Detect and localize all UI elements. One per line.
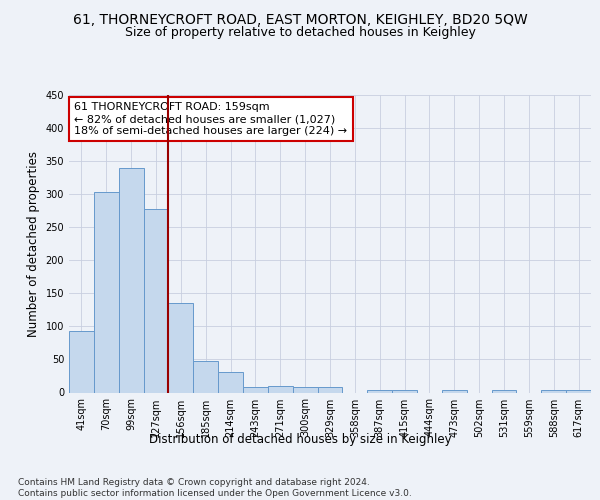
Y-axis label: Number of detached properties: Number of detached properties — [27, 151, 40, 337]
Bar — [442, 390, 467, 392]
Bar — [218, 372, 243, 392]
Text: Size of property relative to detached houses in Keighley: Size of property relative to detached ho… — [125, 26, 475, 39]
Bar — [169, 303, 193, 392]
Bar — [293, 387, 317, 392]
Bar — [541, 390, 566, 392]
Bar — [367, 390, 392, 392]
Text: 61, THORNEYCROFT ROAD, EAST MORTON, KEIGHLEY, BD20 5QW: 61, THORNEYCROFT ROAD, EAST MORTON, KEIG… — [73, 12, 527, 26]
Bar — [392, 390, 417, 392]
Bar — [119, 168, 143, 392]
Bar — [491, 390, 517, 392]
Bar — [243, 386, 268, 392]
Bar — [566, 390, 591, 392]
Text: Contains HM Land Registry data © Crown copyright and database right 2024.
Contai: Contains HM Land Registry data © Crown c… — [18, 478, 412, 498]
Bar — [143, 208, 169, 392]
Bar — [69, 331, 94, 392]
Bar — [94, 192, 119, 392]
Bar — [193, 362, 218, 392]
Text: Distribution of detached houses by size in Keighley: Distribution of detached houses by size … — [149, 432, 451, 446]
Text: 61 THORNEYCROFT ROAD: 159sqm
← 82% of detached houses are smaller (1,027)
18% of: 61 THORNEYCROFT ROAD: 159sqm ← 82% of de… — [74, 102, 347, 136]
Bar — [268, 386, 293, 392]
Bar — [317, 387, 343, 392]
